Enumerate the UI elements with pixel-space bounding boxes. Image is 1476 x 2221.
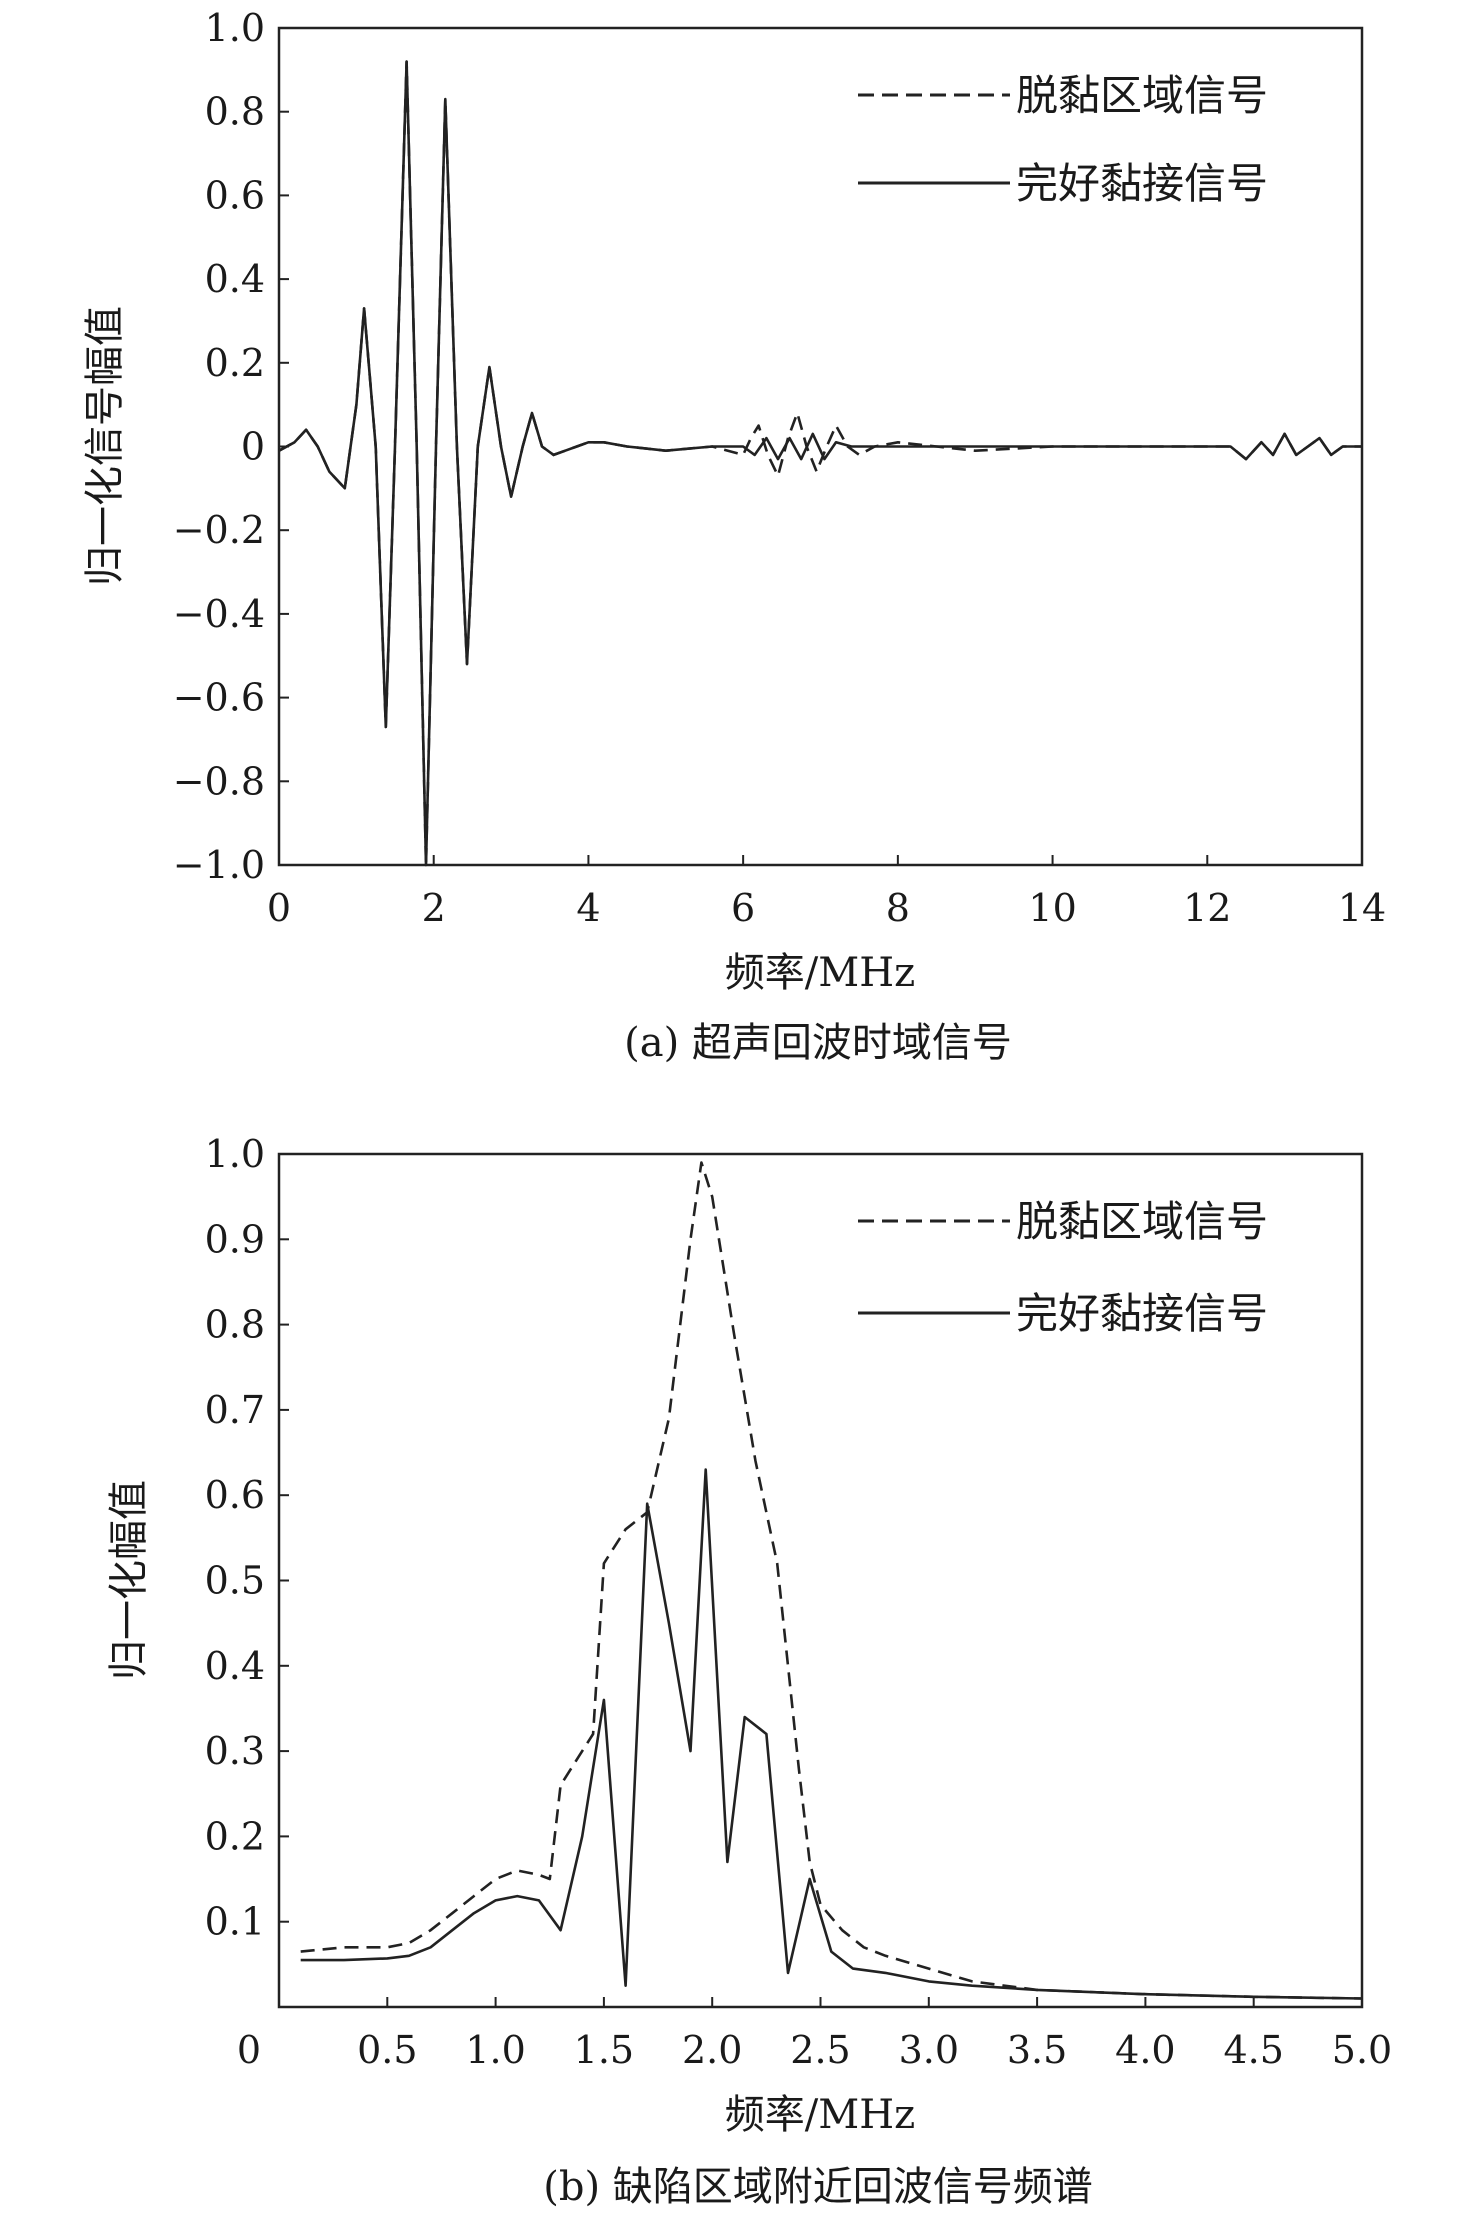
- chart-a: 1.0 0.8 0.6 0.4 0.2 0 −0.2 −0.4 −0.6 −0.8 −1.0 0 2 4…: [82, 6, 1386, 1066]
- x-tick-label: 5.0: [1332, 2028, 1392, 2072]
- y-tick-label: 0.6: [205, 1473, 265, 1517]
- y-tick-label: 0.4: [205, 1644, 265, 1688]
- x-tick-label: 2: [422, 886, 446, 930]
- chart-a-legend: 脱黏区域信号 完好黏接信号: [858, 71, 1268, 208]
- x-tick-label: 12: [1183, 886, 1231, 930]
- series-line-debond: [300, 1161, 1363, 2000]
- chart-b-caption: (b) 缺陷区域附近回波信号频谱: [543, 2164, 1093, 2210]
- chart-a-series: [278, 60, 1362, 867]
- y-tick-label: 0.5: [205, 1559, 265, 1603]
- chart-a-x-ticks: 0 2 4 6 8 10 12 14: [267, 855, 1386, 930]
- chart-b-legend-label-dashed: 脱黏区域信号: [1016, 1197, 1268, 1246]
- y-tick-label: 0: [241, 425, 265, 469]
- y-tick-label: 0.3: [205, 1729, 265, 1773]
- y-tick-label: −0.6: [173, 676, 265, 720]
- x-tick-label: 1.0: [465, 2028, 525, 2072]
- chart-a-legend-label-solid: 完好黏接信号: [1016, 159, 1268, 208]
- y-tick-label: −0.4: [173, 592, 265, 636]
- y-tick-label: 0.8: [205, 90, 265, 134]
- x-tick-label: 0.5: [357, 2028, 417, 2072]
- y-tick-label: 0.9: [205, 1217, 265, 1261]
- x-tick-label: 10: [1028, 886, 1076, 930]
- chart-b-x-ticks: 0 0.5 1.0 1.5 2.0 2.5 3.0 3.5 4.0 4.5 5.0: [237, 1997, 1392, 2072]
- x-tick-label: 3.0: [899, 2028, 959, 2072]
- y-tick-label: −0.8: [173, 759, 265, 803]
- chart-b-x-axis-title: 频率/MHz: [725, 2092, 915, 2138]
- x-tick-label: 8: [886, 886, 910, 930]
- y-tick-label: 0.8: [205, 1303, 265, 1347]
- x-tick-label: 1.5: [574, 2028, 634, 2072]
- y-tick-label: −0.2: [173, 508, 265, 552]
- chart-b-legend-label-solid: 完好黏接信号: [1016, 1289, 1268, 1338]
- y-tick-label: 0.2: [205, 1814, 265, 1858]
- chart-a-x-axis-title: 频率/MHz: [725, 950, 915, 996]
- chart-b-y-axis-title: 归一化幅值: [106, 1480, 152, 1680]
- chart-b-series: [300, 1161, 1363, 2000]
- chart-a-y-ticks: 1.0 0.8 0.6 0.4 0.2 0 −0.2 −0.4 −0.6 −0.8 −1.0: [173, 6, 289, 887]
- y-tick-label: 0.7: [205, 1388, 265, 1432]
- x-tick-label: 3.5: [1007, 2028, 1067, 2072]
- chart-a-caption: (a) 超声回波时域信号: [624, 1020, 1012, 1066]
- chart-b: 1.00.90.80.70.60.50.40.30.20.1 0 0.5 1.0 1.…: [106, 1132, 1392, 2210]
- series-line-bonded: [278, 60, 1362, 867]
- y-tick-label: 1.0: [205, 1132, 265, 1176]
- y-tick-label: 0.1: [205, 1900, 265, 1944]
- chart-a-legend-label-dashed: 脱黏区域信号: [1016, 71, 1268, 120]
- chart-b-y-ticks: 1.0 0.9 0.8 0.7 0.6 0.5 0.4 0.3 0.2 0.1: [205, 1132, 289, 1944]
- chart-a-y-axis-title: 归一化信号幅值: [82, 306, 128, 586]
- x-tick-label: 4: [576, 886, 600, 930]
- x-tick-label: 14: [1338, 886, 1386, 930]
- y-tick-label: 0.6: [205, 173, 265, 217]
- x-tick-label: 6: [731, 886, 755, 930]
- chart-b-frame: [277, 1152, 1364, 2009]
- y-tick-label: 0.2: [205, 341, 265, 385]
- x-tick-label: 0: [267, 886, 291, 930]
- y-tick-label: −1.0: [173, 843, 265, 887]
- x-tick-label: 4.0: [1115, 2028, 1175, 2072]
- y-tick-label: 0.4: [205, 257, 265, 301]
- y-tick-label: 1.0: [205, 6, 265, 50]
- x-tick-label: 2.0: [682, 2028, 742, 2072]
- chart-b-legend: 脱黏区域信号 完好黏接信号: [858, 1197, 1268, 1338]
- x-tick-label: 4.5: [1223, 2028, 1283, 2072]
- x-tick-label: 0: [237, 2028, 261, 2072]
- x-tick-label: 2.5: [790, 2028, 850, 2072]
- series-line-bonded: [300, 1468, 1363, 2000]
